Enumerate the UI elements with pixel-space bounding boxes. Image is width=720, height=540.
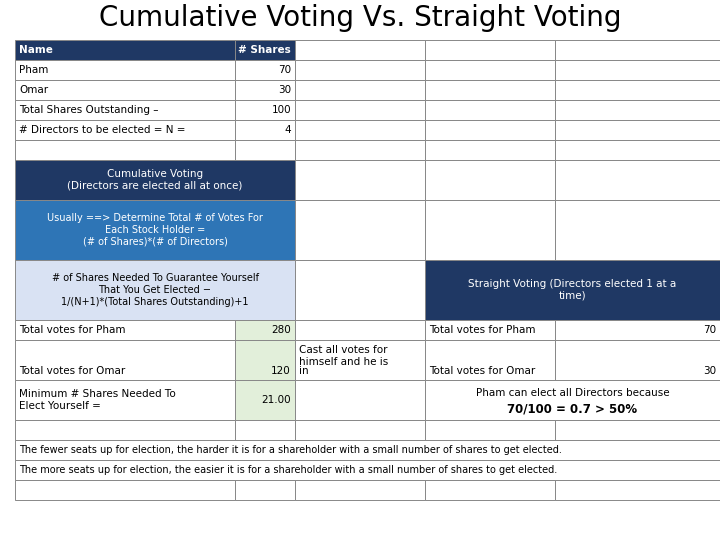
Text: Total votes for Pham: Total votes for Pham — [19, 325, 125, 335]
Bar — [15, 120, 235, 140]
Bar — [295, 100, 425, 120]
Text: The more seats up for election, the easier it is for a shareholder with a small : The more seats up for election, the easi… — [19, 465, 557, 475]
Text: Cast all votes for
himself and he is: Cast all votes for himself and he is — [299, 345, 388, 367]
Bar — [425, 480, 555, 500]
Text: Usually ==> Determine Total # of Votes For
Each Stock Holder =
(# of Shares)*(# : Usually ==> Determine Total # of Votes F… — [47, 213, 263, 247]
Bar — [555, 40, 720, 60]
Text: The fewer seats up for election, the harder it is for a shareholder with a small: The fewer seats up for election, the har… — [19, 445, 562, 455]
Text: 70: 70 — [278, 65, 291, 75]
Bar — [235, 380, 295, 420]
Text: # Shares: # Shares — [238, 45, 291, 55]
Bar — [295, 60, 425, 80]
Bar — [15, 140, 235, 160]
Bar — [555, 120, 720, 140]
Bar — [555, 420, 720, 440]
Text: 120: 120 — [271, 366, 291, 376]
Text: Cumulative Voting Vs. Straight Voting: Cumulative Voting Vs. Straight Voting — [99, 4, 621, 32]
Text: 30: 30 — [278, 85, 291, 95]
Bar — [235, 60, 295, 80]
Text: 280: 280 — [271, 325, 291, 335]
Bar — [555, 480, 720, 500]
Bar — [425, 80, 555, 100]
Bar — [295, 200, 425, 260]
Bar — [425, 160, 555, 200]
Bar — [15, 80, 235, 100]
Bar — [555, 320, 720, 340]
Bar — [295, 320, 425, 340]
Bar — [425, 340, 555, 380]
Bar — [15, 460, 720, 480]
Bar — [295, 380, 425, 420]
Text: 70/100 = 0.7 > 50%: 70/100 = 0.7 > 50% — [508, 402, 638, 415]
Bar — [555, 140, 720, 160]
Bar — [425, 260, 720, 320]
Bar — [425, 200, 555, 260]
Bar — [295, 340, 425, 380]
Text: 4: 4 — [284, 125, 291, 135]
Text: 100: 100 — [271, 105, 291, 115]
Bar — [235, 340, 295, 380]
Bar — [425, 40, 555, 60]
Text: Straight Voting (Directors elected 1 at a
time): Straight Voting (Directors elected 1 at … — [469, 279, 677, 301]
Bar — [425, 380, 720, 420]
Bar — [15, 260, 295, 320]
Bar — [235, 80, 295, 100]
Bar — [425, 140, 555, 160]
Bar — [15, 340, 235, 380]
Bar — [15, 200, 295, 260]
Text: Cumulative Voting
(Directors are elected all at once): Cumulative Voting (Directors are elected… — [67, 170, 243, 191]
Text: Total votes for Omar: Total votes for Omar — [19, 366, 125, 376]
Text: Total votes for Pham: Total votes for Pham — [429, 325, 536, 335]
Bar — [295, 140, 425, 160]
Text: # Directors to be elected = N =: # Directors to be elected = N = — [19, 125, 186, 135]
Bar — [15, 440, 720, 460]
Bar — [15, 320, 235, 340]
Text: Name: Name — [19, 45, 53, 55]
Bar — [15, 100, 235, 120]
Bar — [555, 200, 720, 260]
Bar — [555, 100, 720, 120]
Bar — [555, 160, 720, 200]
Bar — [15, 420, 235, 440]
Text: Pham: Pham — [19, 65, 48, 75]
Bar — [15, 160, 295, 200]
Bar — [295, 160, 425, 200]
Text: Minimum # Shares Needed To
Elect Yourself =: Minimum # Shares Needed To Elect Yoursel… — [19, 389, 176, 411]
Bar — [15, 60, 235, 80]
Bar — [295, 40, 425, 60]
Bar — [235, 320, 295, 340]
Bar — [555, 80, 720, 100]
Bar — [425, 60, 555, 80]
Bar — [235, 40, 295, 60]
Bar — [555, 340, 720, 380]
Bar — [15, 480, 235, 500]
Text: in: in — [299, 366, 309, 376]
Bar — [235, 420, 295, 440]
Text: 21.00: 21.00 — [261, 395, 291, 405]
Text: Total votes for Omar: Total votes for Omar — [429, 366, 535, 376]
Bar — [555, 60, 720, 80]
Bar — [295, 260, 425, 320]
Text: 30: 30 — [703, 366, 716, 376]
Text: Pham can elect all Directors because: Pham can elect all Directors because — [476, 388, 670, 398]
Bar — [425, 320, 555, 340]
Bar — [425, 100, 555, 120]
Bar — [295, 120, 425, 140]
Bar — [235, 100, 295, 120]
Bar — [235, 120, 295, 140]
Bar — [295, 420, 425, 440]
Bar — [235, 480, 295, 500]
Bar — [425, 120, 555, 140]
Bar — [425, 420, 555, 440]
Bar — [235, 140, 295, 160]
Text: Omar: Omar — [19, 85, 48, 95]
Bar — [15, 40, 235, 60]
Bar — [295, 480, 425, 500]
Bar — [15, 380, 235, 420]
Text: 70: 70 — [703, 325, 716, 335]
Bar — [295, 80, 425, 100]
Text: # of Shares Needed To Guarantee Yourself
That You Get Elected −
1/(N+1)*(Total S: # of Shares Needed To Guarantee Yourself… — [52, 273, 258, 307]
Text: Total Shares Outstanding –: Total Shares Outstanding – — [19, 105, 158, 115]
